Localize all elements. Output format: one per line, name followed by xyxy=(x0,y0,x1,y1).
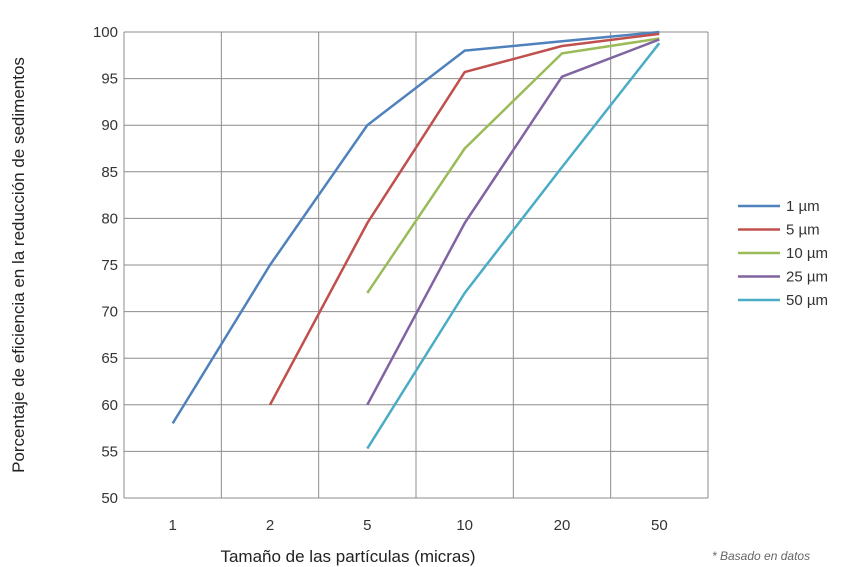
legend-item: 1 µm xyxy=(738,198,820,215)
legend-label: 50 µm xyxy=(786,292,828,309)
legend-label: 10 µm xyxy=(786,245,828,262)
legend-label: 25 µm xyxy=(786,269,828,286)
x-tick-label: 50 xyxy=(651,517,668,534)
chart-grid xyxy=(123,31,709,499)
legend-item: 10 µm xyxy=(738,245,828,262)
y-tick-label: 70 xyxy=(101,304,118,321)
chart-series xyxy=(171,30,661,450)
series-line-1 xyxy=(268,32,660,406)
y-axis-ticks: 50 55 60 65 70 75 80 85 90 95 100 xyxy=(93,24,118,507)
legend-label: 1 µm xyxy=(786,198,820,215)
legend-item: 25 µm xyxy=(738,269,828,286)
y-tick-label: 100 xyxy=(93,24,118,41)
footnote: * Basado en datos xyxy=(712,549,810,563)
y-axis-title: Porcentaje de eficiencia en la reducción… xyxy=(9,57,28,473)
y-tick-label: 95 xyxy=(101,71,118,88)
legend-item: 5 µm xyxy=(738,222,820,239)
series-line-0 xyxy=(171,30,660,425)
x-tick-label: 20 xyxy=(554,517,571,534)
x-axis-title: Tamaño de las partículas (micras) xyxy=(220,547,475,566)
y-tick-label: 60 xyxy=(101,397,118,414)
x-tick-label: 5 xyxy=(363,517,371,534)
x-tick-label: 2 xyxy=(266,517,274,534)
series-line-4 xyxy=(366,42,661,450)
x-tick-label: 10 xyxy=(456,517,473,534)
series-line-2 xyxy=(366,37,660,294)
legend-label: 5 µm xyxy=(786,222,820,239)
x-axis-ticks: 1 2 5 10 20 50 xyxy=(168,517,667,534)
y-tick-label: 80 xyxy=(101,210,118,227)
y-tick-label: 50 xyxy=(101,490,118,507)
y-tick-label: 65 xyxy=(101,350,118,367)
y-tick-label: 55 xyxy=(101,443,118,460)
legend-item: 50 µm xyxy=(738,292,828,309)
y-tick-label: 85 xyxy=(101,164,118,181)
series-line-3 xyxy=(366,38,660,406)
y-tick-label: 75 xyxy=(101,257,118,274)
x-tick-label: 1 xyxy=(168,517,176,534)
chart-legend: 1 µm 5 µm 10 µm 25 µm 50 µm xyxy=(738,198,828,309)
y-tick-label: 90 xyxy=(101,117,118,134)
